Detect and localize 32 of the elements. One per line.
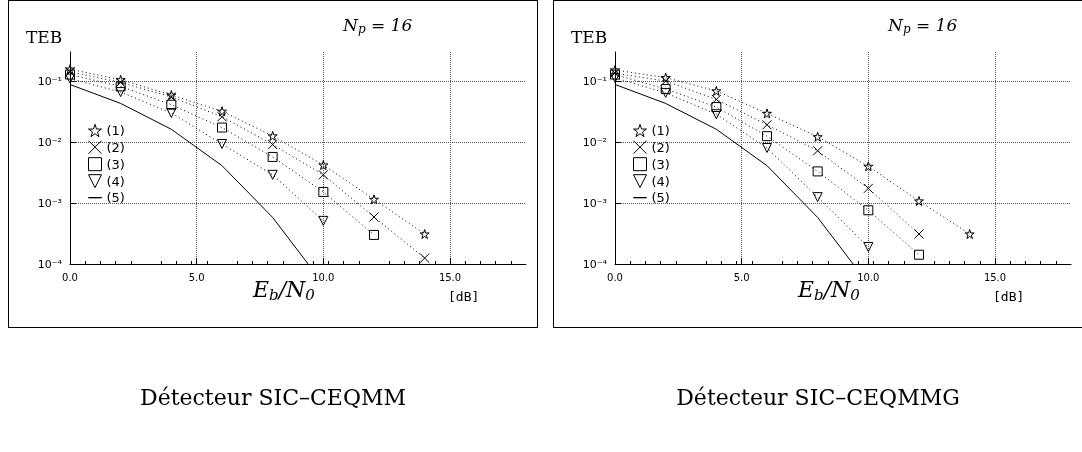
x-tick-label: 0.0	[607, 271, 623, 283]
legend-label: (2)	[106, 139, 125, 155]
legend-label: (3)	[651, 156, 670, 172]
x-tick-label: 15.0	[438, 271, 462, 283]
y-tick-label: 10⁻³	[582, 196, 607, 210]
y-tick-label: 10⁻²	[582, 135, 607, 149]
y-tick-label: 10⁻³	[37, 196, 62, 210]
x-tick-label: 5.0	[733, 271, 750, 283]
x-tick-label: 0.0	[62, 271, 78, 283]
y-tick-label: 10⁻¹	[582, 74, 607, 88]
x-tick-label: 15.0	[983, 271, 1007, 283]
legend-label: (1)	[651, 123, 670, 138]
x-tick-label: 10.0	[312, 271, 335, 283]
x-tick-label: 5.0	[188, 271, 205, 283]
y-tick-label: 10⁻⁴	[37, 257, 63, 271]
text: Détecteur SIC–CEQMM	[139, 385, 407, 410]
y-tick-label: 10⁻²	[37, 135, 62, 149]
y-axis-title: TEB	[571, 26, 608, 47]
y-axis-title: TEB	[26, 26, 63, 47]
y-tick-label: 10⁻⁴	[582, 257, 608, 271]
x-tick-label: 10.0	[857, 271, 880, 283]
legend-label: (3)	[106, 156, 125, 172]
legend-label: (5)	[106, 190, 125, 206]
text: [dB]	[448, 289, 480, 304]
text: [dB]	[993, 289, 1025, 304]
legend-label: (1)	[106, 123, 125, 138]
y-tick-label: 10⁻¹	[37, 74, 62, 88]
text: Détecteur SIC–CEQMMG	[675, 385, 961, 410]
legend-label: (4)	[106, 173, 125, 189]
legend-label: (4)	[651, 173, 670, 189]
legend-label: (2)	[651, 139, 670, 155]
legend-label: (5)	[651, 190, 670, 206]
